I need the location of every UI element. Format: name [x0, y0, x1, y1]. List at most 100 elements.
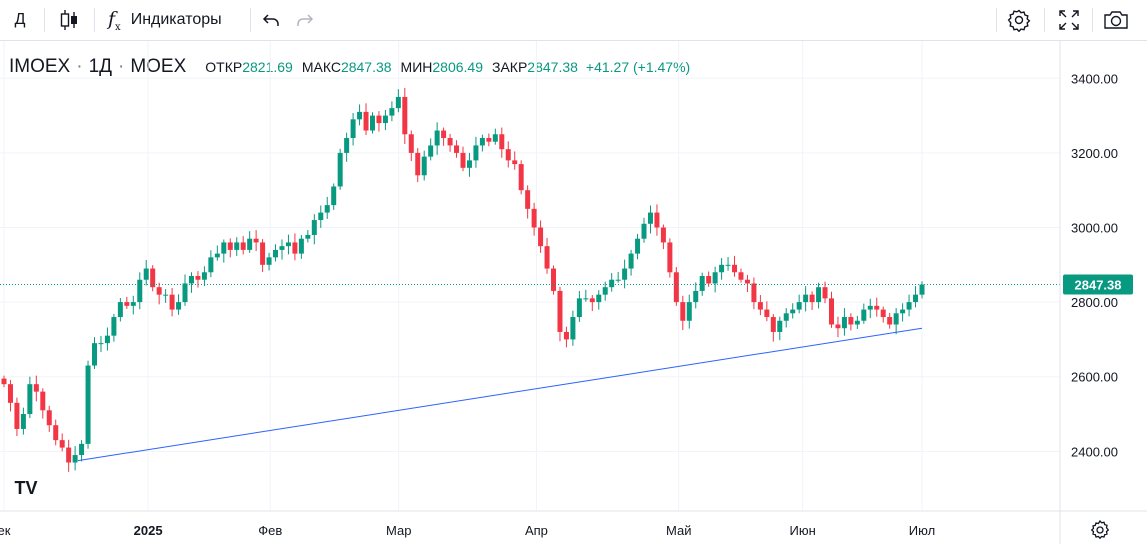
- last-price-badge: [1063, 274, 1133, 295]
- legend-symbol[interactable]: IMOEX: [9, 56, 71, 77]
- camera-icon[interactable]: [1100, 0, 1132, 40]
- candle-body: [350, 119, 356, 138]
- candle-body: [337, 152, 343, 187]
- fullscreen-icon[interactable]: [1054, 0, 1084, 40]
- candle-body: [253, 238, 259, 243]
- candle-body: [796, 302, 802, 310]
- candle-body: [635, 238, 641, 254]
- toolbar-divider: [996, 8, 997, 32]
- candle-body: [505, 149, 511, 161]
- candle-body: [460, 152, 466, 168]
- price-tick-label: 2600.00: [1071, 370, 1118, 385]
- legend-low-label: МИН: [400, 59, 433, 75]
- candles-icon[interactable]: [54, 0, 84, 40]
- candle-body: [518, 164, 524, 191]
- price-tick-label: 3400.00: [1071, 71, 1118, 86]
- candle-body: [563, 331, 569, 340]
- candle-body: [887, 317, 893, 325]
- undo-icon[interactable]: [258, 0, 284, 40]
- candle-body: [544, 246, 550, 269]
- candle-body: [176, 302, 182, 310]
- candle-body: [647, 212, 653, 224]
- candle-body: [906, 302, 912, 310]
- legend-high-value: 2847.38: [340, 59, 392, 75]
- price-tick-label: 2400.00: [1071, 444, 1118, 459]
- candle-body: [551, 268, 557, 291]
- scale-settings-icon[interactable]: [1088, 518, 1112, 542]
- candle-body: [331, 186, 337, 206]
- candle-body: [576, 298, 582, 318]
- candle-body: [247, 238, 253, 250]
- candle-body: [861, 309, 867, 321]
- candle-body: [557, 290, 563, 332]
- interval-button[interactable]: Д: [14, 11, 26, 28]
- series-legend: IMOEX · 1Д · MOEX ОТКР 2821.69 МАКС 2847…: [9, 56, 690, 78]
- candle-body: [538, 227, 544, 247]
- candle-body: [441, 130, 447, 138]
- candle-body: [324, 205, 330, 213]
- candle-body: [53, 425, 59, 441]
- candle-body: [828, 298, 834, 325]
- candle-body: [389, 108, 395, 116]
- toolbar-divider: [1092, 8, 1093, 32]
- top-toolbar: Д fx Индикаторы: [0, 0, 1147, 41]
- candle-body: [570, 317, 576, 340]
- candle-body: [583, 298, 589, 300]
- candle-body: [841, 317, 847, 329]
- candle-body: [803, 294, 809, 303]
- toolbar-divider: [44, 8, 45, 32]
- trend-line: [77, 327, 923, 462]
- candle-body: [66, 447, 72, 463]
- candle-body: [292, 242, 298, 254]
- tradingview-logo[interactable]: TV: [6, 467, 46, 507]
- candle-body: [602, 287, 608, 295]
- candle-body: [408, 134, 414, 153]
- candle-body: [454, 145, 460, 153]
- candle-body: [706, 276, 712, 284]
- candle-body: [809, 294, 815, 303]
- candle-body: [919, 284, 925, 295]
- grid: [0, 41, 1060, 511]
- candle-body: [363, 111, 369, 131]
- candle-body: [751, 283, 757, 303]
- candle-body: [46, 410, 52, 426]
- candle-body: [14, 402, 20, 429]
- price-tick-label: 3200.00: [1071, 146, 1118, 161]
- legend-close-label: ЗАКР: [492, 59, 528, 75]
- indicators-button[interactable]: fx Индикаторы: [104, 0, 244, 40]
- candle-body: [92, 343, 98, 366]
- candle-body: [667, 242, 673, 273]
- price-chart[interactable]: 2847.38 2400.00 2600.00 2800.00 3000.00 3200…: [0, 41, 1147, 544]
- time-tick-label: Фев: [258, 523, 282, 538]
- candle-body: [117, 302, 123, 318]
- candle-body: [357, 111, 363, 120]
- price-tick-label: 2800.00: [1071, 295, 1118, 310]
- function-icon: fx: [108, 7, 121, 33]
- candle-body: [693, 290, 699, 303]
- legend-dot: ·: [76, 56, 83, 77]
- last-price-label: 2847.38: [1075, 277, 1122, 292]
- candle-body: [130, 302, 136, 306]
- candle-body: [848, 317, 854, 325]
- candle-body: [382, 115, 388, 124]
- candle-body: [163, 294, 169, 296]
- candle-body: [298, 238, 304, 254]
- candle-body: [596, 294, 602, 303]
- candle-body: [344, 137, 350, 153]
- candle-body: [525, 190, 531, 209]
- settings-icon[interactable]: [1004, 0, 1034, 40]
- candle-body: [273, 249, 279, 258]
- candle-body: [654, 212, 660, 228]
- candle-body: [376, 115, 382, 124]
- candle-body: [150, 268, 156, 288]
- candle-body: [725, 264, 731, 266]
- candle-body: [369, 115, 375, 131]
- redo-icon[interactable]: [292, 0, 318, 40]
- candle-body: [867, 305, 873, 310]
- candle-body: [214, 253, 220, 258]
- candle-body: [143, 268, 149, 280]
- candle-body: [466, 160, 472, 168]
- candle-body: [434, 130, 440, 146]
- candle-body: [318, 212, 324, 221]
- candle-body: [738, 272, 744, 280]
